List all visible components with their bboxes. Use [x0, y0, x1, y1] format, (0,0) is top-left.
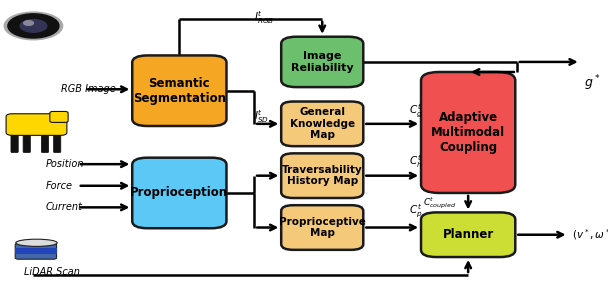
Ellipse shape [16, 239, 57, 247]
Text: Semantic
Segmentation: Semantic Segmentation [133, 77, 226, 105]
Text: Proprioceptive
Map: Proprioceptive Map [279, 217, 365, 238]
Text: Traversability
History Map: Traversability History Map [282, 165, 362, 187]
FancyBboxPatch shape [421, 72, 515, 193]
FancyBboxPatch shape [6, 114, 67, 135]
Text: Current: Current [46, 202, 83, 212]
Text: $C^t_h$: $C^t_h$ [409, 153, 422, 170]
FancyBboxPatch shape [281, 205, 364, 250]
Text: $C^t_p$: $C^t_p$ [409, 203, 422, 220]
Circle shape [4, 12, 63, 40]
FancyBboxPatch shape [23, 135, 30, 153]
FancyBboxPatch shape [54, 135, 61, 153]
Text: RGB Image: RGB Image [61, 84, 116, 94]
Circle shape [24, 21, 33, 25]
FancyBboxPatch shape [41, 135, 49, 153]
Text: General
Knowledge
Map: General Knowledge Map [289, 107, 355, 141]
Text: $I^t_{SD}$: $I^t_{SD}$ [254, 108, 269, 125]
FancyBboxPatch shape [281, 153, 364, 198]
Text: $I^t_{RGB}$: $I^t_{RGB}$ [254, 9, 275, 26]
FancyBboxPatch shape [11, 135, 18, 153]
FancyBboxPatch shape [132, 158, 226, 228]
Text: Proprioception: Proprioception [130, 186, 229, 200]
Text: $C^t_{coupled}$: $C^t_{coupled}$ [423, 195, 456, 211]
FancyBboxPatch shape [132, 55, 226, 126]
FancyBboxPatch shape [15, 248, 57, 254]
Text: Adaptive
Multimodal
Coupling: Adaptive Multimodal Coupling [431, 111, 505, 154]
FancyBboxPatch shape [281, 37, 364, 87]
FancyBboxPatch shape [50, 111, 68, 122]
Text: $C^t_g$: $C^t_g$ [409, 102, 422, 120]
FancyBboxPatch shape [15, 243, 57, 259]
Text: LiDAR Scan: LiDAR Scan [24, 267, 80, 277]
Text: $(v^*, \omega^*)$: $(v^*, \omega^*)$ [572, 227, 608, 242]
Circle shape [20, 20, 47, 32]
Text: Position: Position [46, 159, 84, 169]
Text: Planner: Planner [443, 228, 494, 241]
Circle shape [8, 14, 59, 38]
Text: Image
Reliability: Image Reliability [291, 51, 354, 73]
Text: $g^*$: $g^*$ [584, 74, 600, 93]
FancyBboxPatch shape [421, 213, 515, 257]
FancyBboxPatch shape [281, 102, 364, 146]
Text: Force: Force [46, 181, 72, 191]
